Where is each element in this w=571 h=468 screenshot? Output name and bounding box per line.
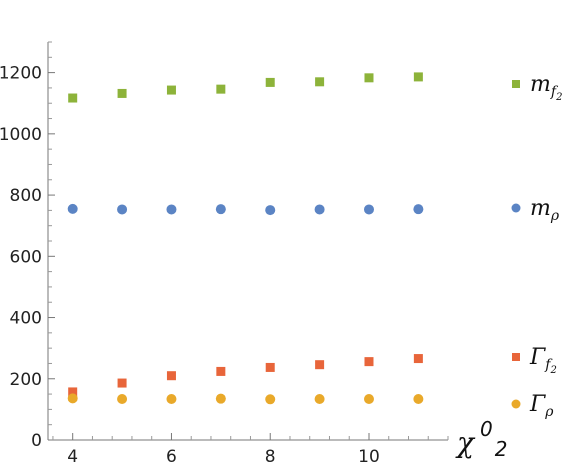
point-grho — [413, 393, 424, 404]
y-tick-label: 400 — [10, 309, 42, 329]
y-tick-label: 600 — [10, 247, 42, 267]
x-axis-label-sub: 2 — [495, 437, 508, 461]
y-tick-label: 0 — [31, 431, 42, 451]
x-axis-label-sup: 0 — [480, 417, 493, 441]
y-tick-label: 1000 — [0, 125, 42, 145]
point-gf2 — [364, 357, 374, 367]
point-mf2 — [117, 88, 127, 98]
point-gf2 — [166, 371, 176, 381]
x-tick-label: 4 — [67, 447, 78, 467]
point-mrho — [215, 204, 226, 215]
point-gf2 — [315, 360, 325, 370]
point-grho — [166, 393, 177, 404]
point-mf2 — [216, 84, 226, 94]
point-mrho — [314, 204, 325, 215]
point-mrho — [363, 204, 374, 215]
point-mrho — [166, 204, 177, 215]
tick-labels: 0 200 400 600 800 1000 1200 4 6 8 10 — [0, 64, 380, 467]
ticks — [48, 41, 449, 441]
point-grho — [67, 393, 78, 404]
x-axis-label-base: χ — [455, 426, 476, 459]
point-mf2 — [413, 72, 423, 82]
point-gf2 — [265, 362, 275, 372]
point-mf2 — [364, 73, 374, 83]
axes — [47, 42, 448, 441]
point-gf2 — [117, 378, 127, 388]
legend-label-grho: Γρ — [529, 392, 554, 420]
legend-label-mrho: mρ — [530, 196, 560, 224]
point-mf2 — [68, 93, 78, 103]
x-tick-label: 10 — [358, 447, 380, 467]
point-mf2 — [166, 85, 176, 95]
point-gf2 — [68, 387, 78, 397]
point-mf2 — [315, 77, 325, 87]
point-gf2 — [216, 366, 226, 376]
y-tick-label: 200 — [10, 370, 42, 390]
x-tick-label: 8 — [265, 447, 276, 467]
point-mrho — [67, 203, 78, 214]
legend-marker-mf2 — [512, 80, 520, 88]
x-tick-label: 6 — [166, 447, 177, 467]
legend-marker-gf2 — [512, 353, 520, 361]
legend-marker-grho — [511, 399, 521, 409]
point-mf2 — [265, 77, 275, 87]
y-tick-label: 800 — [10, 186, 42, 206]
point-grho — [265, 394, 276, 405]
point-grho — [117, 393, 128, 404]
legend-marker-mrho — [511, 203, 521, 213]
legend: mf2 mρ Γf2 Γρ — [511, 72, 562, 420]
point-mrho — [265, 205, 276, 216]
point-mrho — [413, 204, 424, 215]
point-grho — [363, 393, 374, 404]
point-grho — [314, 393, 325, 404]
point-grho — [215, 393, 226, 404]
legend-label-mf2: mf2 — [530, 72, 562, 103]
point-gf2 — [413, 354, 423, 364]
legend-label-gf2: Γf2 — [529, 345, 557, 376]
point-mrho — [117, 204, 128, 215]
data-points — [67, 72, 424, 405]
y-tick-label: 1200 — [0, 64, 42, 84]
x-axis-label: χ 02 — [455, 417, 507, 461]
